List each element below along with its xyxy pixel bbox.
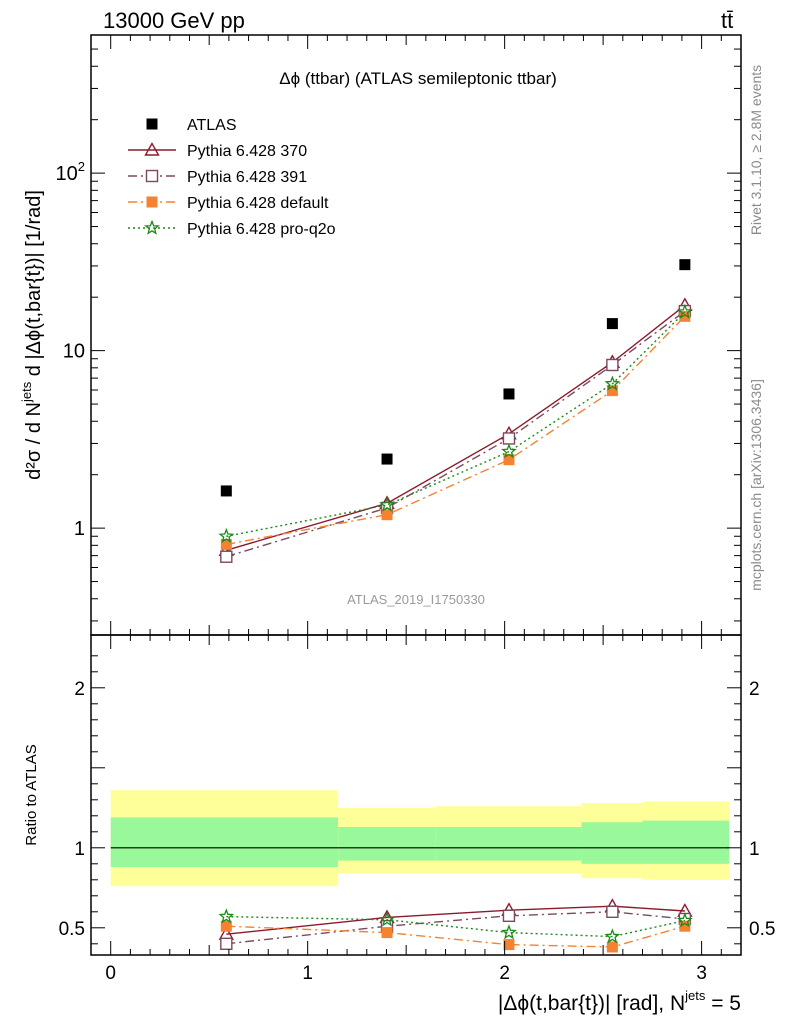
main-pythia-6-428-391-point [606,358,619,372]
main-y-tick-label: 102 [56,159,85,185]
ratio-panel: 0.5 0.5 1 1 2 2 0 1 2 3 [59,634,775,984]
x-tick-label: 2 [499,963,510,984]
main-atlas-point [503,388,515,400]
main-pythia-6-428-pro-q2o-point [379,496,395,512]
main-pythia-6-428-pro-q2o-line [226,311,686,537]
main-panel: 1 10 102 Δϕ (ttbar) (ATLAS semileptonic tt… [56,34,742,636]
ratio-y-tick-label: 2 [74,679,85,700]
legend-marker-atlas [146,118,158,130]
ratio-pythia-6-428-default-point [220,920,232,932]
legend-label-pythia-6-428-370: Pythia 6.428 370 [187,143,307,160]
uncertainty-band-inner [110,817,339,867]
ratio-pythia-6-428-391-point [606,905,619,918]
main-atlas-point [381,453,393,465]
ratio-y-axis-label: Ratio to ATLAS [23,744,40,845]
ratio-pythia-6-428-default-point [381,927,393,939]
mcplots-label: mcplots.cern.ch [arXiv:1306.3436] [748,379,764,591]
main-plot-area [218,259,693,563]
watermark: ATLAS_2019_I1750330 [347,592,485,607]
main-y-axis-label: d²σ / d Njets d |Δϕ(t,bar{t})| [1/rad] [19,190,45,480]
ratio-y-tick-label-right: 2 [749,679,760,700]
main-pythia-6-428-default-point [679,310,691,322]
ratio-pythia-6-428-pro-q2o-point [676,912,693,928]
main-atlas-point [679,259,691,271]
energy-label: 13000 GeV pp [103,8,245,33]
main-pythia-6-428-default-point [606,385,618,397]
x-tick-label: 0 [105,963,116,984]
ratio-pythia-6-428-pro-q2o-point [501,924,517,940]
main-axes: 1 10 102 [56,34,741,635]
ratio-pythia-6-428-default-point [679,920,691,932]
legend-label-atlas: ATLAS [187,117,237,134]
legend-label-pythia-6-428-pro-q2o: Pythia 6.428 pro-q2o [187,221,336,238]
uncertainty-band-inner [435,827,582,861]
ratio-axes: 0.5 0.5 1 1 2 2 0 1 2 3 [59,635,775,984]
ratio-y-tick-label: 1 [74,839,85,860]
uncertainty-band-inner [338,827,436,861]
legend: ATLAS Pythia 6.428 370 Pythia 6.428 391 Pyt… [128,117,336,238]
x-tick-label: 3 [696,963,707,984]
main-pythia-6-428-pro-q2o-point [218,527,235,543]
main-pythia-6-428-391-line [226,310,686,558]
ratio-plot-area [110,790,730,953]
ratio-pythia-6-428-pro-q2o-point [379,911,395,927]
ratio-pythia-6-428-default-point [503,939,515,951]
main-y-tick-label: 1 [74,518,85,540]
main-atlas-point [606,318,618,330]
main-pythia-6-428-pro-q2o-point [604,375,621,391]
uncertainty-band-inner [581,822,643,864]
main-pythia-6-428-391-point [502,432,516,445]
ratio-pythia-6-428-pro-q2o-point [218,908,235,924]
main-pythia-6-428-pro-q2o-point [501,443,517,459]
main-pythia-6-428-391-point [220,550,233,563]
main-pythia-6-428-default-line [226,315,686,546]
legend-label-pythia-6-428-391: Pythia 6.428 391 [187,169,307,186]
x-axis-label: |Δϕ(t,bar{t})| [rad], Njets = 5 [498,988,741,1015]
legend-marker-pythia-6-428-370 [144,142,160,156]
main-pythia-6-428-370-line [226,304,686,551]
legend-label-pythia-6-428-default: Pythia 6.428 default [187,195,329,212]
legend-marker-pythia-6-428-391 [145,169,159,183]
ratio-pythia-6-428-391-point [502,909,516,922]
x-tick-label: 1 [302,963,313,984]
ratio-y-tick-label-right: 0.5 [749,919,775,940]
main-y-tick-label: 10 [63,341,85,363]
ratio-pythia-6-428-391-point [220,937,233,950]
ratio-pythia-6-428-pro-q2o-point [604,928,621,944]
rivet-label: Rivet 3.1.10, ≥ 2.8M events [748,65,764,235]
legend-marker-pythia-6-428-pro-q2o [144,219,160,235]
main-atlas-point [220,485,232,497]
ratio-y-tick-label-right: 1 [749,839,760,860]
ratio-y-tick-label: 0.5 [59,919,85,940]
ratio-pythia-6-428-pro-q2o-line [226,915,686,938]
ratio-frame [90,634,742,956]
uncertainty-band-inner [642,820,730,864]
main-pythia-6-428-default-point [220,538,232,550]
main-pythia-6-428-default-point [503,454,515,466]
legend-marker-pythia-6-428-default [146,196,158,208]
ratio-pythia-6-428-default-point [606,941,618,953]
process-label: tt̄ [721,8,733,33]
main-pythia-6-428-pro-q2o-point [676,303,693,319]
main-pythia-6-428-default-point [381,509,393,521]
main-title: Δϕ (ttbar) (ATLAS semileptonic ttbar) [279,69,557,88]
